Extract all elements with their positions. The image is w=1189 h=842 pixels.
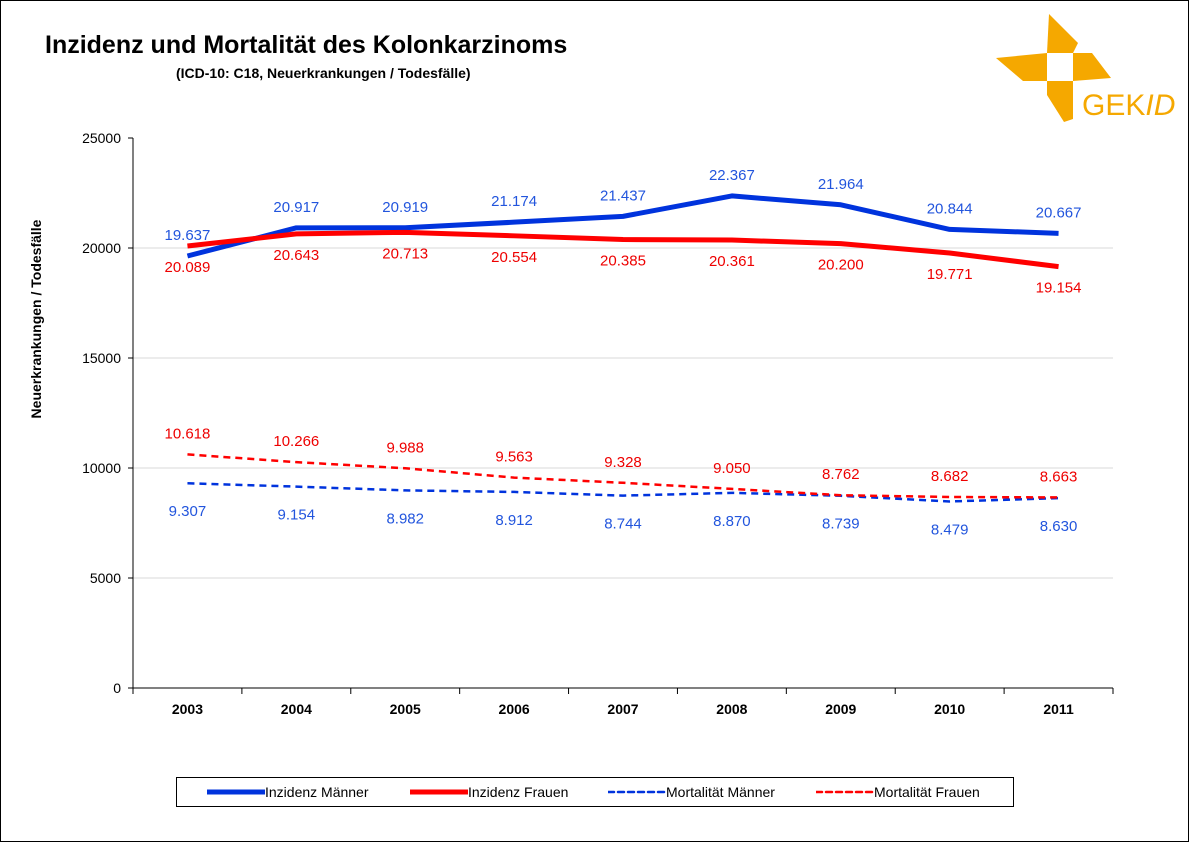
legend-swatch — [410, 789, 468, 795]
legend-item: Mortalität Männer — [608, 784, 775, 800]
data-label: 20.919 — [382, 199, 428, 216]
data-label: 9.154 — [278, 507, 316, 524]
legend-swatch — [608, 790, 666, 794]
data-label: 21.437 — [600, 187, 646, 204]
data-label: 21.174 — [491, 193, 537, 210]
legend-swatch — [816, 790, 874, 794]
y-tick-label: 5000 — [90, 570, 121, 586]
x-tick-label: 2010 — [934, 701, 965, 717]
x-tick-label: 2011 — [1043, 701, 1074, 717]
legend-item: Mortalität Frauen — [816, 784, 980, 800]
logo-text: GEKID — [1082, 89, 1175, 122]
data-label: 19.771 — [927, 266, 973, 283]
y-tick-label: 20000 — [82, 240, 121, 256]
data-label: 8.682 — [931, 468, 969, 485]
x-tick-label: 2008 — [716, 701, 747, 717]
data-label: 8.663 — [1040, 468, 1078, 485]
data-label: 19.637 — [164, 227, 210, 244]
legend-item: Inzidenz Frauen — [410, 784, 568, 800]
data-label: 19.154 — [1036, 280, 1082, 297]
data-label: 8.762 — [822, 466, 860, 483]
x-tick-label: 2007 — [607, 701, 638, 717]
y-tick-label: 0 — [113, 680, 121, 696]
data-label: 20.385 — [600, 253, 646, 270]
y-axis-label: Neuerkrankungen / Todesfälle — [28, 219, 44, 418]
logo-blade-right — [1073, 53, 1111, 81]
x-tick-label: 2003 — [172, 701, 203, 717]
legend-swatch — [207, 789, 265, 795]
data-label: 20.917 — [273, 199, 319, 216]
logo-blade-bottom — [1047, 81, 1073, 122]
data-label: 8.912 — [495, 512, 533, 529]
data-label: 20.200 — [818, 257, 864, 274]
y-tick-label: 25000 — [82, 130, 121, 146]
data-label: 8.982 — [386, 510, 424, 527]
data-label: 20.713 — [382, 245, 428, 262]
data-label: 20.554 — [491, 249, 537, 266]
data-label: 10.266 — [273, 433, 319, 450]
legend-item: Inzidenz Männer — [207, 784, 369, 800]
chart-title: Inzidenz und Mortalität des Kolonkarzino… — [45, 31, 568, 59]
x-tick-label: 2009 — [825, 701, 856, 717]
data-label: 22.367 — [709, 167, 755, 184]
y-tick-label: 10000 — [82, 460, 121, 476]
legend-label: Inzidenz Frauen — [468, 784, 569, 800]
logo-blade-top — [1047, 14, 1078, 53]
data-label: 20.844 — [927, 200, 973, 217]
series-line-2 — [187, 481, 1059, 503]
data-label: 8.739 — [822, 516, 860, 533]
data-label: 8.630 — [1040, 518, 1078, 535]
data-label: 8.479 — [931, 521, 969, 538]
legend: Inzidenz Männer Inzidenz Frauen Mortalität… — [176, 777, 1014, 807]
series-line-3 — [187, 453, 1059, 499]
logo-blade-left — [996, 53, 1047, 81]
data-label: 9.050 — [713, 460, 751, 477]
data-label: 20.089 — [164, 259, 210, 276]
series-line-1 — [187, 229, 1059, 270]
series-line-0 — [186, 193, 1059, 259]
data-label: 8.870 — [713, 513, 751, 530]
data-label: 9.307 — [169, 503, 207, 520]
data-label: 20.643 — [273, 247, 319, 264]
data-label: 10.618 — [164, 425, 210, 442]
legend-label: Mortalität Männer — [666, 784, 775, 800]
data-label: 9.328 — [604, 454, 642, 471]
legend-label: Inzidenz Männer — [265, 784, 369, 800]
x-tick-label: 2006 — [499, 701, 530, 717]
data-label: 8.744 — [604, 516, 642, 533]
chart-subtitle: (ICD-10: C18, Neuerkrankungen / Todesfäl… — [176, 65, 471, 81]
data-label: 9.988 — [386, 439, 424, 456]
data-label: 20.361 — [709, 253, 755, 270]
legend-label: Mortalität Frauen — [874, 784, 980, 800]
x-tick-label: 2005 — [390, 701, 421, 717]
data-label: 9.563 — [495, 449, 533, 466]
x-tick-label: 2004 — [281, 701, 312, 717]
data-label: 20.667 — [1036, 204, 1082, 221]
y-tick-label: 15000 — [82, 350, 121, 366]
data-label: 21.964 — [818, 176, 864, 193]
